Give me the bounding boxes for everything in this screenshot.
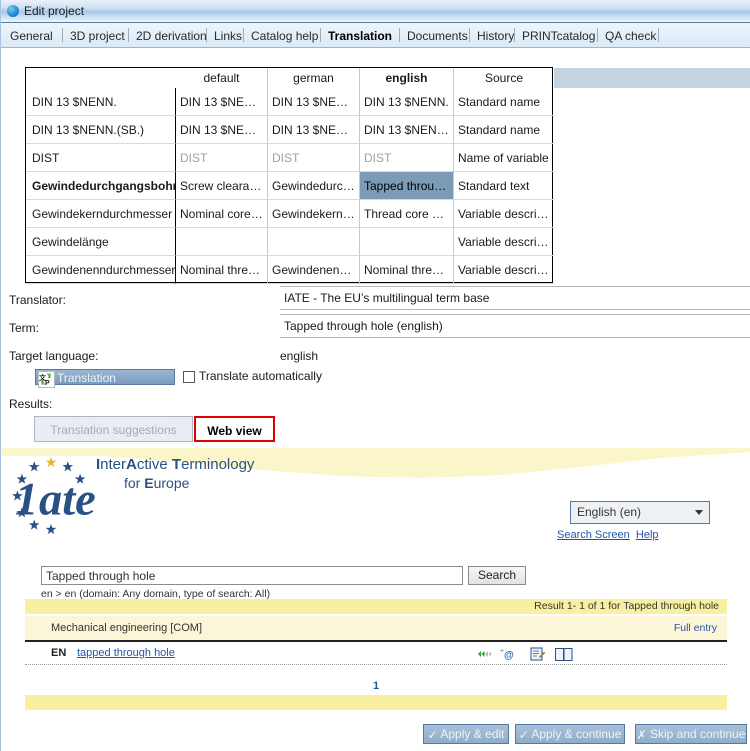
svg-text:@: @ [504, 650, 514, 660]
svg-text:1: 1 [15, 474, 38, 525]
svg-text:ate: ate [39, 474, 95, 525]
svg-text:P: P [45, 380, 50, 387]
